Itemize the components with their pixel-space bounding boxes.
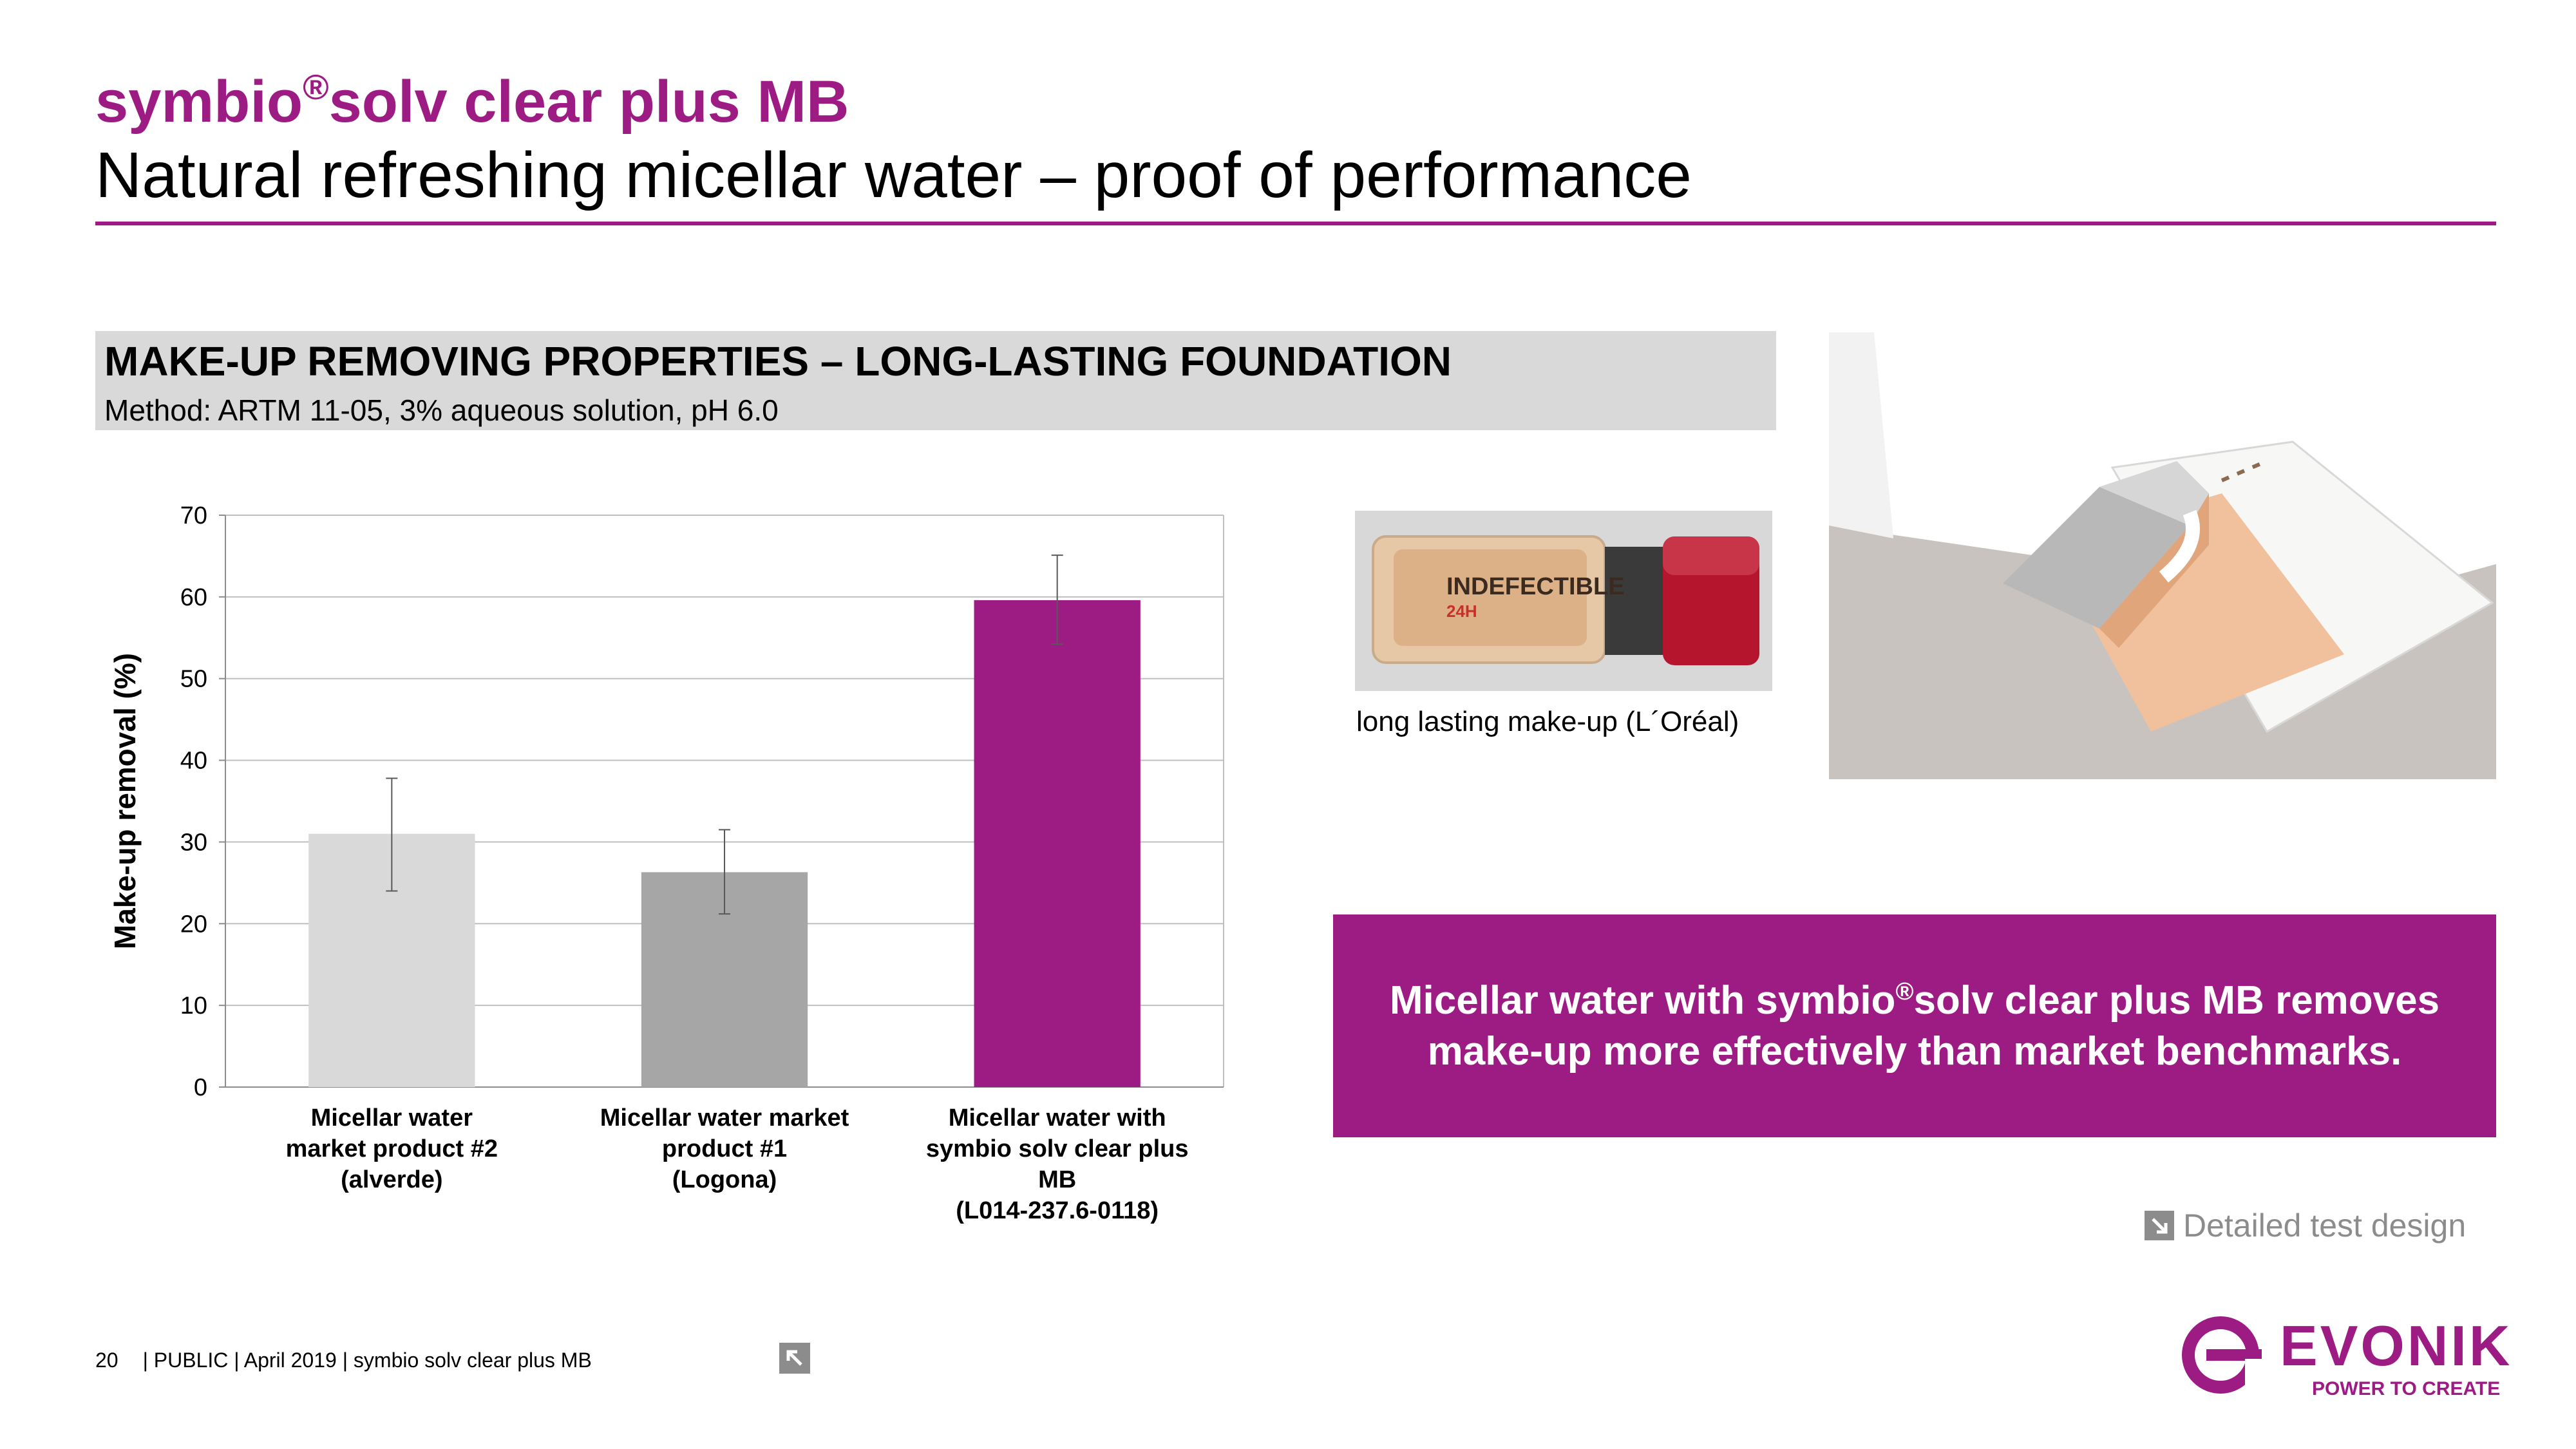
callout-line-1: Micellar water with symbio®solv clear pl… — [1389, 978, 2440, 1023]
y-tick-label: 10 — [180, 992, 207, 1019]
detailed-test-design-label: Detailed test design — [2183, 1208, 2467, 1244]
category-label: MB — [1038, 1166, 1076, 1193]
page-number: 20 — [95, 1349, 118, 1372]
test-setup-photo — [1829, 332, 2496, 779]
detailed-test-design-link[interactable]: Detailed test design — [2145, 1207, 2466, 1244]
arrow-down-right-icon — [2145, 1211, 2174, 1240]
section-heading: MAKE-UP REMOVING PROPERTIES – LONG-LASTI… — [104, 338, 1452, 384]
category-label: Micellar water — [311, 1104, 473, 1132]
y-tick-label: 20 — [180, 911, 207, 938]
product-sub-text: 24H — [1446, 601, 1477, 621]
category-label: symbio solv clear plus — [926, 1135, 1189, 1162]
conclusion-callout: Micellar water with symbio®solv clear pl… — [1333, 914, 2496, 1137]
chart-svg: 0 10 20 30 40 50 60 70 Micellar water market prod… — [108, 502, 1224, 1224]
product-photo: INDEFECTIBLE 24H — [1355, 511, 1772, 691]
y-tick-label: 0 — [194, 1074, 207, 1101]
category-label: market product #2 — [286, 1135, 498, 1162]
y-axis-label: Make-up removal (%) — [108, 653, 142, 949]
y-tick-label: 50 — [180, 666, 207, 693]
section-method: Method: ARTM 11-05, 3% aqueous solution,… — [104, 393, 779, 427]
page-title: symbio®solv clear plus MB — [95, 67, 849, 135]
logo-tagline: POWER TO CREATE — [2312, 1378, 2501, 1399]
y-tick-label: 40 — [180, 748, 207, 775]
category-label: (L014-237.6-0118) — [956, 1197, 1159, 1224]
category-label: (alverde) — [341, 1166, 442, 1193]
category-label: Micellar water with — [949, 1104, 1166, 1132]
category-label: product #1 — [662, 1135, 787, 1162]
section-header-box: MAKE-UP REMOVING PROPERTIES – LONG-LASTI… — [95, 331, 1776, 430]
logo-wordmark: EVONIK — [2280, 1314, 2513, 1378]
footer: 20 | PUBLIC | April 2019 | symbio solv cl… — [95, 1349, 592, 1372]
evonik-logo-icon — [2182, 1316, 2264, 1394]
page-subtitle: Natural refreshing micellar water – proo… — [95, 139, 1692, 211]
arrow-up-left-icon[interactable] — [779, 1343, 810, 1374]
category-label: Micellar water market — [600, 1104, 849, 1132]
callout-line-2: make-up more effectively than market ben… — [1427, 1029, 2402, 1074]
category-label: (Logona) — [672, 1166, 777, 1193]
product-label-text: INDEFECTIBLE — [1446, 573, 1625, 600]
y-tick-label: 60 — [180, 584, 207, 611]
bar-chart: 0 10 20 30 40 50 60 70 Micellar water market prod… — [97, 489, 1243, 1243]
title-divider — [95, 222, 2496, 225]
y-tick-label: 70 — [180, 502, 207, 529]
y-tick-label: 30 — [180, 829, 207, 856]
bar — [974, 600, 1141, 1087]
product-photo-caption: long lasting make-up (L´Oréal) — [1356, 706, 1739, 737]
footer-text: | PUBLIC | April 2019 | symbio solv clea… — [142, 1349, 592, 1372]
